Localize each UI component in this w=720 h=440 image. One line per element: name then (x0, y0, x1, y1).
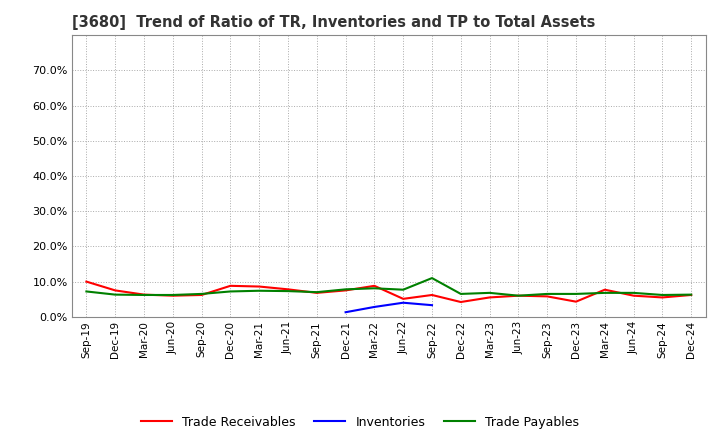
Trade Receivables (226, 283, 235, 289)
Trade Payables (82, 289, 91, 294)
Trade Payables (341, 287, 350, 292)
Trade Payables (370, 286, 379, 291)
Inventories (399, 300, 408, 305)
Trade Payables (687, 292, 696, 297)
Trade Payables (600, 290, 609, 296)
Inventories (428, 303, 436, 308)
Trade Receivables (399, 296, 408, 301)
Trade Payables (111, 292, 120, 297)
Inventories (370, 304, 379, 310)
Trade Payables (543, 291, 552, 297)
Trade Receivables (140, 292, 148, 297)
Trade Receivables (370, 283, 379, 289)
Trade Payables (197, 291, 206, 297)
Trade Receivables (255, 284, 264, 289)
Trade Receivables (82, 279, 91, 284)
Trade Payables (428, 275, 436, 281)
Line: Inventories: Inventories (346, 303, 432, 312)
Trade Receivables (514, 293, 523, 298)
Trade Payables (312, 290, 321, 295)
Trade Receivables (428, 292, 436, 297)
Text: [3680]  Trend of Ratio of TR, Inventories and TP to Total Assets: [3680] Trend of Ratio of TR, Inventories… (72, 15, 595, 30)
Line: Trade Receivables: Trade Receivables (86, 282, 691, 302)
Trade Payables (572, 291, 580, 297)
Trade Receivables (572, 299, 580, 304)
Trade Receivables (629, 293, 638, 298)
Trade Receivables (456, 299, 465, 304)
Inventories (341, 310, 350, 315)
Trade Receivables (600, 287, 609, 292)
Trade Receivables (687, 292, 696, 297)
Trade Payables (168, 292, 177, 297)
Trade Receivables (543, 294, 552, 299)
Trade Payables (456, 291, 465, 297)
Trade Receivables (658, 295, 667, 300)
Trade Receivables (485, 295, 494, 300)
Trade Receivables (197, 292, 206, 297)
Trade Receivables (111, 288, 120, 293)
Trade Payables (658, 292, 667, 297)
Trade Receivables (312, 290, 321, 296)
Line: Trade Payables: Trade Payables (86, 278, 691, 296)
Trade Receivables (168, 293, 177, 298)
Trade Payables (485, 290, 494, 296)
Trade Payables (140, 292, 148, 297)
Trade Payables (284, 289, 292, 294)
Legend: Trade Receivables, Inventories, Trade Payables: Trade Receivables, Inventories, Trade Pa… (135, 411, 585, 434)
Trade Payables (399, 287, 408, 292)
Trade Receivables (341, 288, 350, 293)
Trade Receivables (284, 287, 292, 292)
Trade Payables (255, 288, 264, 293)
Trade Payables (629, 290, 638, 296)
Trade Payables (514, 293, 523, 298)
Trade Payables (226, 289, 235, 294)
